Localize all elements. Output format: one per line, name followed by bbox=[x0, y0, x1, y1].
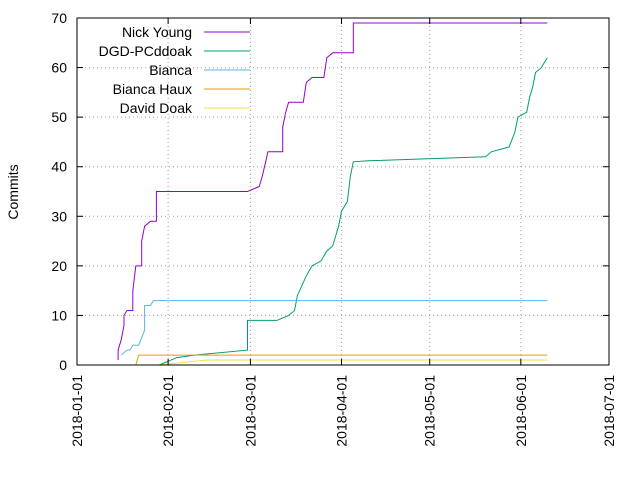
y-tick-label: 30 bbox=[51, 208, 67, 224]
axis-ticks: 0 10 20 30 40 50 60 70 2018-01-01 2018-02-01 2018-… bbox=[51, 10, 617, 447]
x-tick-label: 2018-01-01 bbox=[69, 375, 85, 447]
y-tick-label: 20 bbox=[51, 258, 67, 274]
y-tick-label: 60 bbox=[51, 60, 67, 76]
legend-label: DGD-PCddoak bbox=[99, 43, 193, 59]
legend-label: Nick Young bbox=[122, 24, 192, 40]
legend-label: Bianca Haux bbox=[113, 81, 192, 97]
y-tick-label: 10 bbox=[51, 307, 67, 323]
series-line-0 bbox=[117, 22, 548, 360]
series-line-4 bbox=[159, 359, 548, 366]
legend: Nick Young DGD-PCddoak Bianca Bianca Haux Da… bbox=[99, 24, 250, 116]
y-axis-label: Commits bbox=[5, 164, 21, 219]
x-tick-label: 2018-02-01 bbox=[160, 375, 176, 447]
x-tick-label: 2018-03-01 bbox=[242, 375, 258, 447]
series-line-2 bbox=[120, 300, 548, 356]
series-lines bbox=[117, 22, 548, 366]
x-tick-label: 2018-04-01 bbox=[334, 375, 350, 447]
legend-label: David Doak bbox=[120, 100, 193, 116]
y-tick-label: 50 bbox=[51, 109, 67, 125]
y-tick-label: 40 bbox=[51, 159, 67, 175]
series-line-1 bbox=[159, 57, 548, 366]
x-tick-label: 2018-07-01 bbox=[601, 375, 617, 447]
y-tick-label: 70 bbox=[51, 10, 67, 26]
y-tick-label: 0 bbox=[59, 357, 67, 373]
grid-lines bbox=[77, 18, 609, 365]
series-line-3 bbox=[135, 354, 548, 366]
x-tick-label: 2018-05-01 bbox=[422, 375, 438, 447]
plot-area-frame bbox=[76, 17, 610, 366]
x-tick-label: 2018-06-01 bbox=[513, 375, 529, 447]
legend-label: Bianca bbox=[149, 62, 192, 78]
